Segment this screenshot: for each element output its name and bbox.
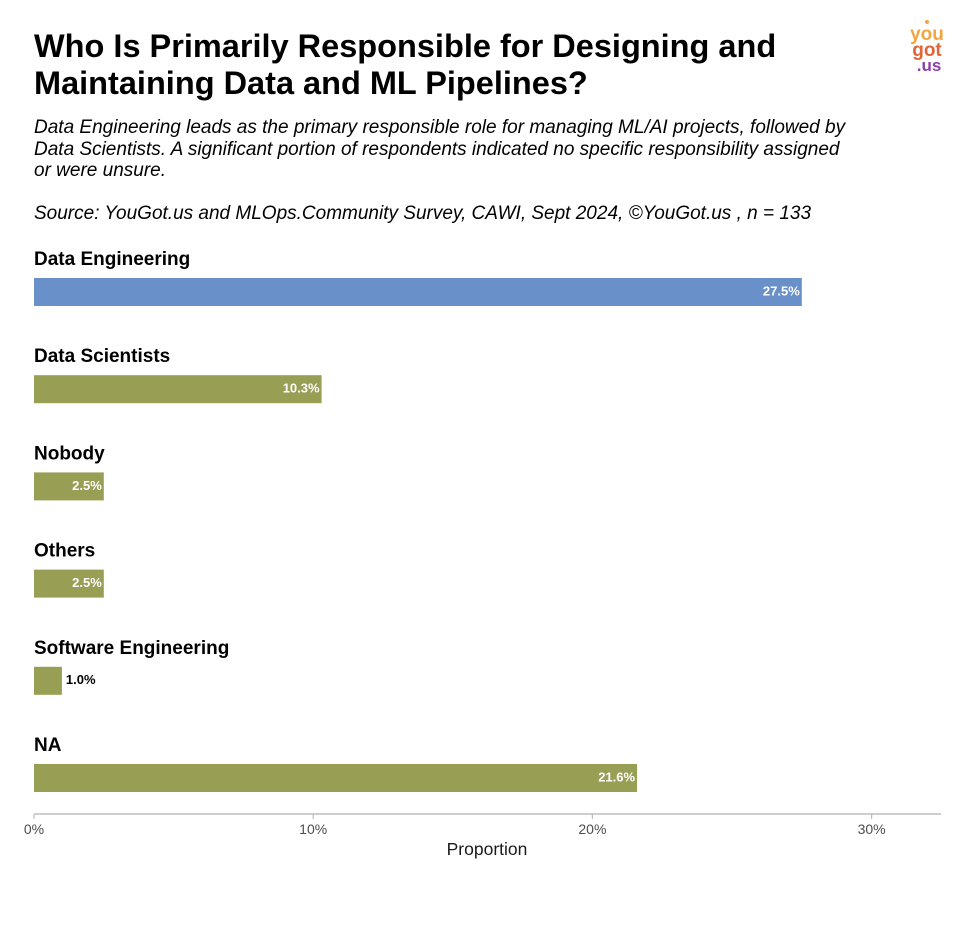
bar bbox=[34, 666, 62, 695]
bar bbox=[34, 278, 802, 306]
x-axis-title: Proportion bbox=[447, 839, 528, 859]
bar bbox=[34, 375, 322, 404]
x-tick-label: 10% bbox=[299, 821, 327, 837]
category-label: Software Engineering bbox=[34, 638, 229, 659]
category-label: Others bbox=[34, 541, 95, 562]
x-axis-ticks: 0% 10% 20% 30% bbox=[24, 814, 886, 837]
logo-line-2: got bbox=[912, 40, 942, 61]
chart-subtitle: Data Engineering leads as the primary re… bbox=[34, 117, 846, 181]
x-tick-label: 30% bbox=[858, 821, 886, 837]
yougotus-logo: you got .us bbox=[910, 20, 944, 74]
category-label: Data Scientists bbox=[34, 346, 170, 367]
data-label: 1.0% bbox=[66, 672, 96, 687]
category-label: NA bbox=[34, 735, 62, 756]
category-label: Nobody bbox=[34, 443, 105, 464]
bar bbox=[34, 569, 104, 598]
chart-title: Who Is Primarily Responsible for Designi… bbox=[34, 28, 777, 101]
data-label: 21.6% bbox=[598, 769, 635, 784]
bar bbox=[34, 472, 104, 501]
bar bbox=[34, 764, 638, 792]
data-label: 10.3% bbox=[283, 381, 320, 396]
data-label: 27.5% bbox=[763, 283, 800, 298]
bars-layer: Data Engineering 27.5% Data Scientists 10.3… bbox=[34, 249, 802, 792]
logo-line-3: .us bbox=[917, 56, 942, 74]
x-tick-label: 20% bbox=[578, 821, 606, 837]
data-label: 2.5% bbox=[72, 478, 102, 493]
data-label: 2.5% bbox=[72, 575, 102, 590]
logo-line-1: you bbox=[910, 24, 944, 45]
chart-source: Source: YouGot.us and MLOps.Community Su… bbox=[34, 203, 812, 224]
x-tick-label: 0% bbox=[24, 821, 44, 837]
category-label: Data Engineering bbox=[34, 249, 190, 270]
